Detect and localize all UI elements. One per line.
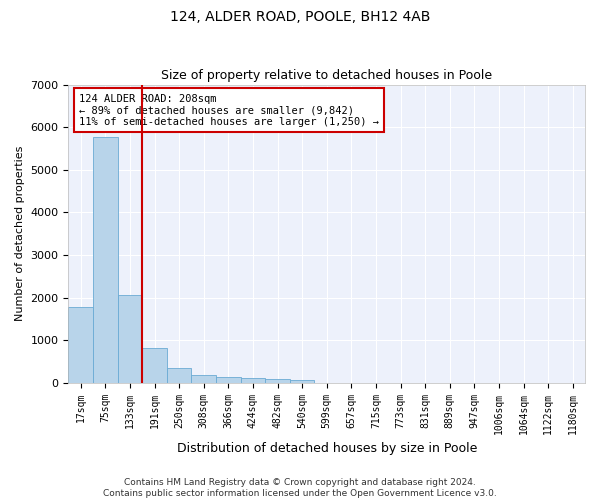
- Bar: [167, 368, 191, 383]
- Bar: [290, 380, 314, 383]
- Bar: [241, 378, 265, 383]
- Bar: [216, 378, 241, 383]
- Text: 124 ALDER ROAD: 208sqm
← 89% of detached houses are smaller (9,842)
11% of semi-: 124 ALDER ROAD: 208sqm ← 89% of detached…: [79, 94, 379, 126]
- Bar: [142, 348, 167, 383]
- Text: Contains HM Land Registry data © Crown copyright and database right 2024.
Contai: Contains HM Land Registry data © Crown c…: [103, 478, 497, 498]
- Bar: [93, 136, 118, 383]
- Y-axis label: Number of detached properties: Number of detached properties: [15, 146, 25, 322]
- Title: Size of property relative to detached houses in Poole: Size of property relative to detached ho…: [161, 69, 492, 82]
- X-axis label: Distribution of detached houses by size in Poole: Distribution of detached houses by size …: [176, 442, 477, 455]
- Text: 124, ALDER ROAD, POOLE, BH12 4AB: 124, ALDER ROAD, POOLE, BH12 4AB: [170, 10, 430, 24]
- Bar: [118, 295, 142, 383]
- Bar: [191, 374, 216, 383]
- Bar: [68, 307, 93, 383]
- Bar: [265, 378, 290, 383]
